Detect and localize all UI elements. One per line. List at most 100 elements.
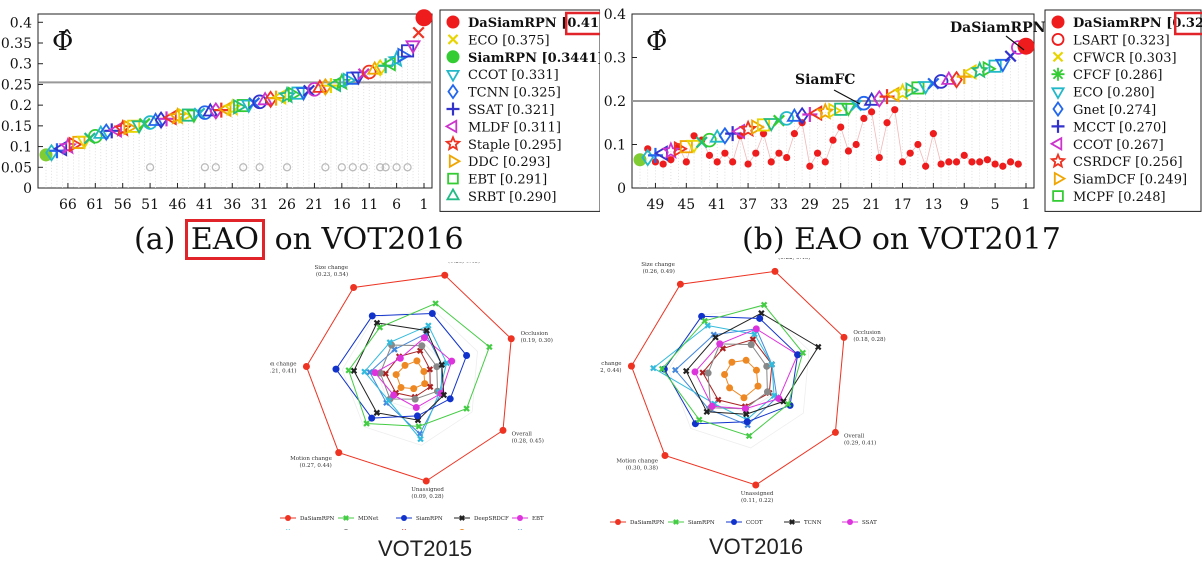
radar-point [780, 398, 787, 405]
radar-series-staple [707, 343, 768, 410]
radar-point [794, 351, 802, 359]
y-tick-label: 0.25 [1, 77, 32, 93]
red-point [721, 149, 729, 157]
red-point [759, 130, 768, 138]
legend-marker-srbt [445, 187, 461, 201]
y-tick-label: 0.2 [10, 98, 32, 114]
radar-point [371, 369, 379, 377]
y-tick-label: 0.1 [604, 138, 626, 154]
radar-legend-label: SiamRPN [416, 516, 443, 522]
x-tick-label: 5 [991, 197, 1000, 213]
radar-point [420, 368, 428, 376]
radar-point [448, 357, 456, 365]
red-point [775, 149, 783, 157]
legend-marker-cfwcr [1052, 51, 1064, 63]
eao-marker [661, 141, 681, 160]
x-tick-label: 11 [360, 197, 378, 213]
radar-point [415, 423, 423, 430]
eao-marker [802, 106, 818, 122]
radar-series-srdcf [379, 344, 439, 400]
radar-point [627, 362, 635, 370]
x-tick-label: 21 [863, 197, 881, 213]
radar-axis-range: (0.28, 0.43) [448, 262, 480, 265]
radar-point [742, 356, 750, 364]
radar-series-dasiamrpn [305, 274, 512, 482]
gray-circle [282, 163, 292, 172]
legend-value: [0.321] [507, 103, 554, 118]
gray-circle [255, 163, 264, 172]
radar-point [411, 395, 419, 403]
caption-a-prefix: (a) [134, 222, 176, 257]
x-tick-label: 51 [141, 197, 159, 213]
red-point [837, 123, 845, 131]
legend-label-mcct: MCCT [0.270] [1073, 120, 1166, 135]
legend-label-ebt: EBT [0.291] [468, 173, 547, 188]
legend-label-mcpf: MCPF [0.248] [1073, 190, 1166, 205]
red-point [891, 106, 899, 114]
radar-legend-marker [343, 529, 349, 530]
radar-point [385, 397, 392, 404]
legend-label-ssat: SSAT [0.321] [468, 103, 554, 118]
radar-point [676, 280, 684, 288]
radar-axis-range: (0.22, 0.44) [600, 367, 621, 374]
radar-point [363, 420, 370, 427]
radar-axis-label: Occlusion [853, 330, 881, 336]
annotation-dasiamrpn: DaSiamRPN [950, 20, 1046, 36]
radar-point [345, 367, 352, 374]
radar-point [410, 385, 418, 393]
legend-marker-dasiamrpn [1051, 15, 1065, 29]
radar-series-mdnet [348, 302, 490, 427]
radar-axis-range: (0.29, 0.41) [844, 440, 876, 447]
legend-marker-ebt [447, 172, 459, 185]
radar-point [815, 343, 822, 351]
radar-point [704, 322, 711, 329]
caption-a-suffix: on VOT2016 [274, 222, 464, 257]
red-point [976, 158, 984, 166]
x-tick-label: 17 [894, 197, 912, 213]
eao-marker [287, 86, 302, 103]
legend-label-gnet: Gnet [0.274] [1073, 103, 1156, 118]
legend-marker-eco [1050, 87, 1066, 100]
red-point [860, 114, 868, 122]
legend-value: [0.3441] [542, 51, 601, 66]
radar-axis-label: Size change [314, 265, 348, 271]
legend-value: [0.326] [1166, 16, 1202, 31]
legend-value: [0.274] [1109, 103, 1156, 118]
radar-axis-range: (0.22, 0.46) [778, 258, 810, 261]
red-point [945, 158, 953, 166]
x-tick-label: 6 [392, 197, 401, 213]
radar-point [763, 362, 771, 370]
radar-point [752, 366, 760, 374]
red-point [883, 119, 891, 127]
y-tick-label: 0 [23, 181, 32, 197]
legend-label-ccot: CCOT [0.267] [1073, 138, 1164, 153]
red-point [991, 160, 999, 168]
eao-marker [702, 132, 717, 148]
phi-symbol: Φ̂ [52, 27, 73, 57]
radar-axis-label: Illumination change [270, 362, 296, 368]
y-tick-label: 0.3 [604, 51, 626, 67]
legend-label-siamrpn: SiamRPN [0.3441] [468, 51, 600, 66]
legend-value: [0.311] [514, 120, 561, 135]
radar-point [749, 336, 757, 343]
legend-value: [0.286] [1115, 68, 1162, 83]
red-point [767, 158, 775, 166]
x-tick-label: 1 [420, 197, 429, 213]
x-tick-label: 37 [739, 197, 757, 213]
radar-point [426, 383, 434, 391]
radar-point [742, 410, 750, 418]
radar-point [743, 418, 751, 426]
radar-grid [341, 309, 478, 446]
x-tick-label: 29 [801, 197, 819, 213]
eao-marker [88, 128, 103, 144]
radar-point [425, 322, 432, 329]
radar-point [335, 449, 343, 457]
red-point [829, 136, 837, 144]
red-point [821, 158, 829, 166]
eao-marker [1017, 37, 1035, 55]
legend-value: [0.323] [1122, 33, 1169, 48]
radar-point [721, 371, 729, 379]
radar-axis-label: Overall [512, 431, 533, 437]
x-tick-label: 45 [677, 197, 695, 213]
x-tick-label: 66 [59, 197, 77, 213]
